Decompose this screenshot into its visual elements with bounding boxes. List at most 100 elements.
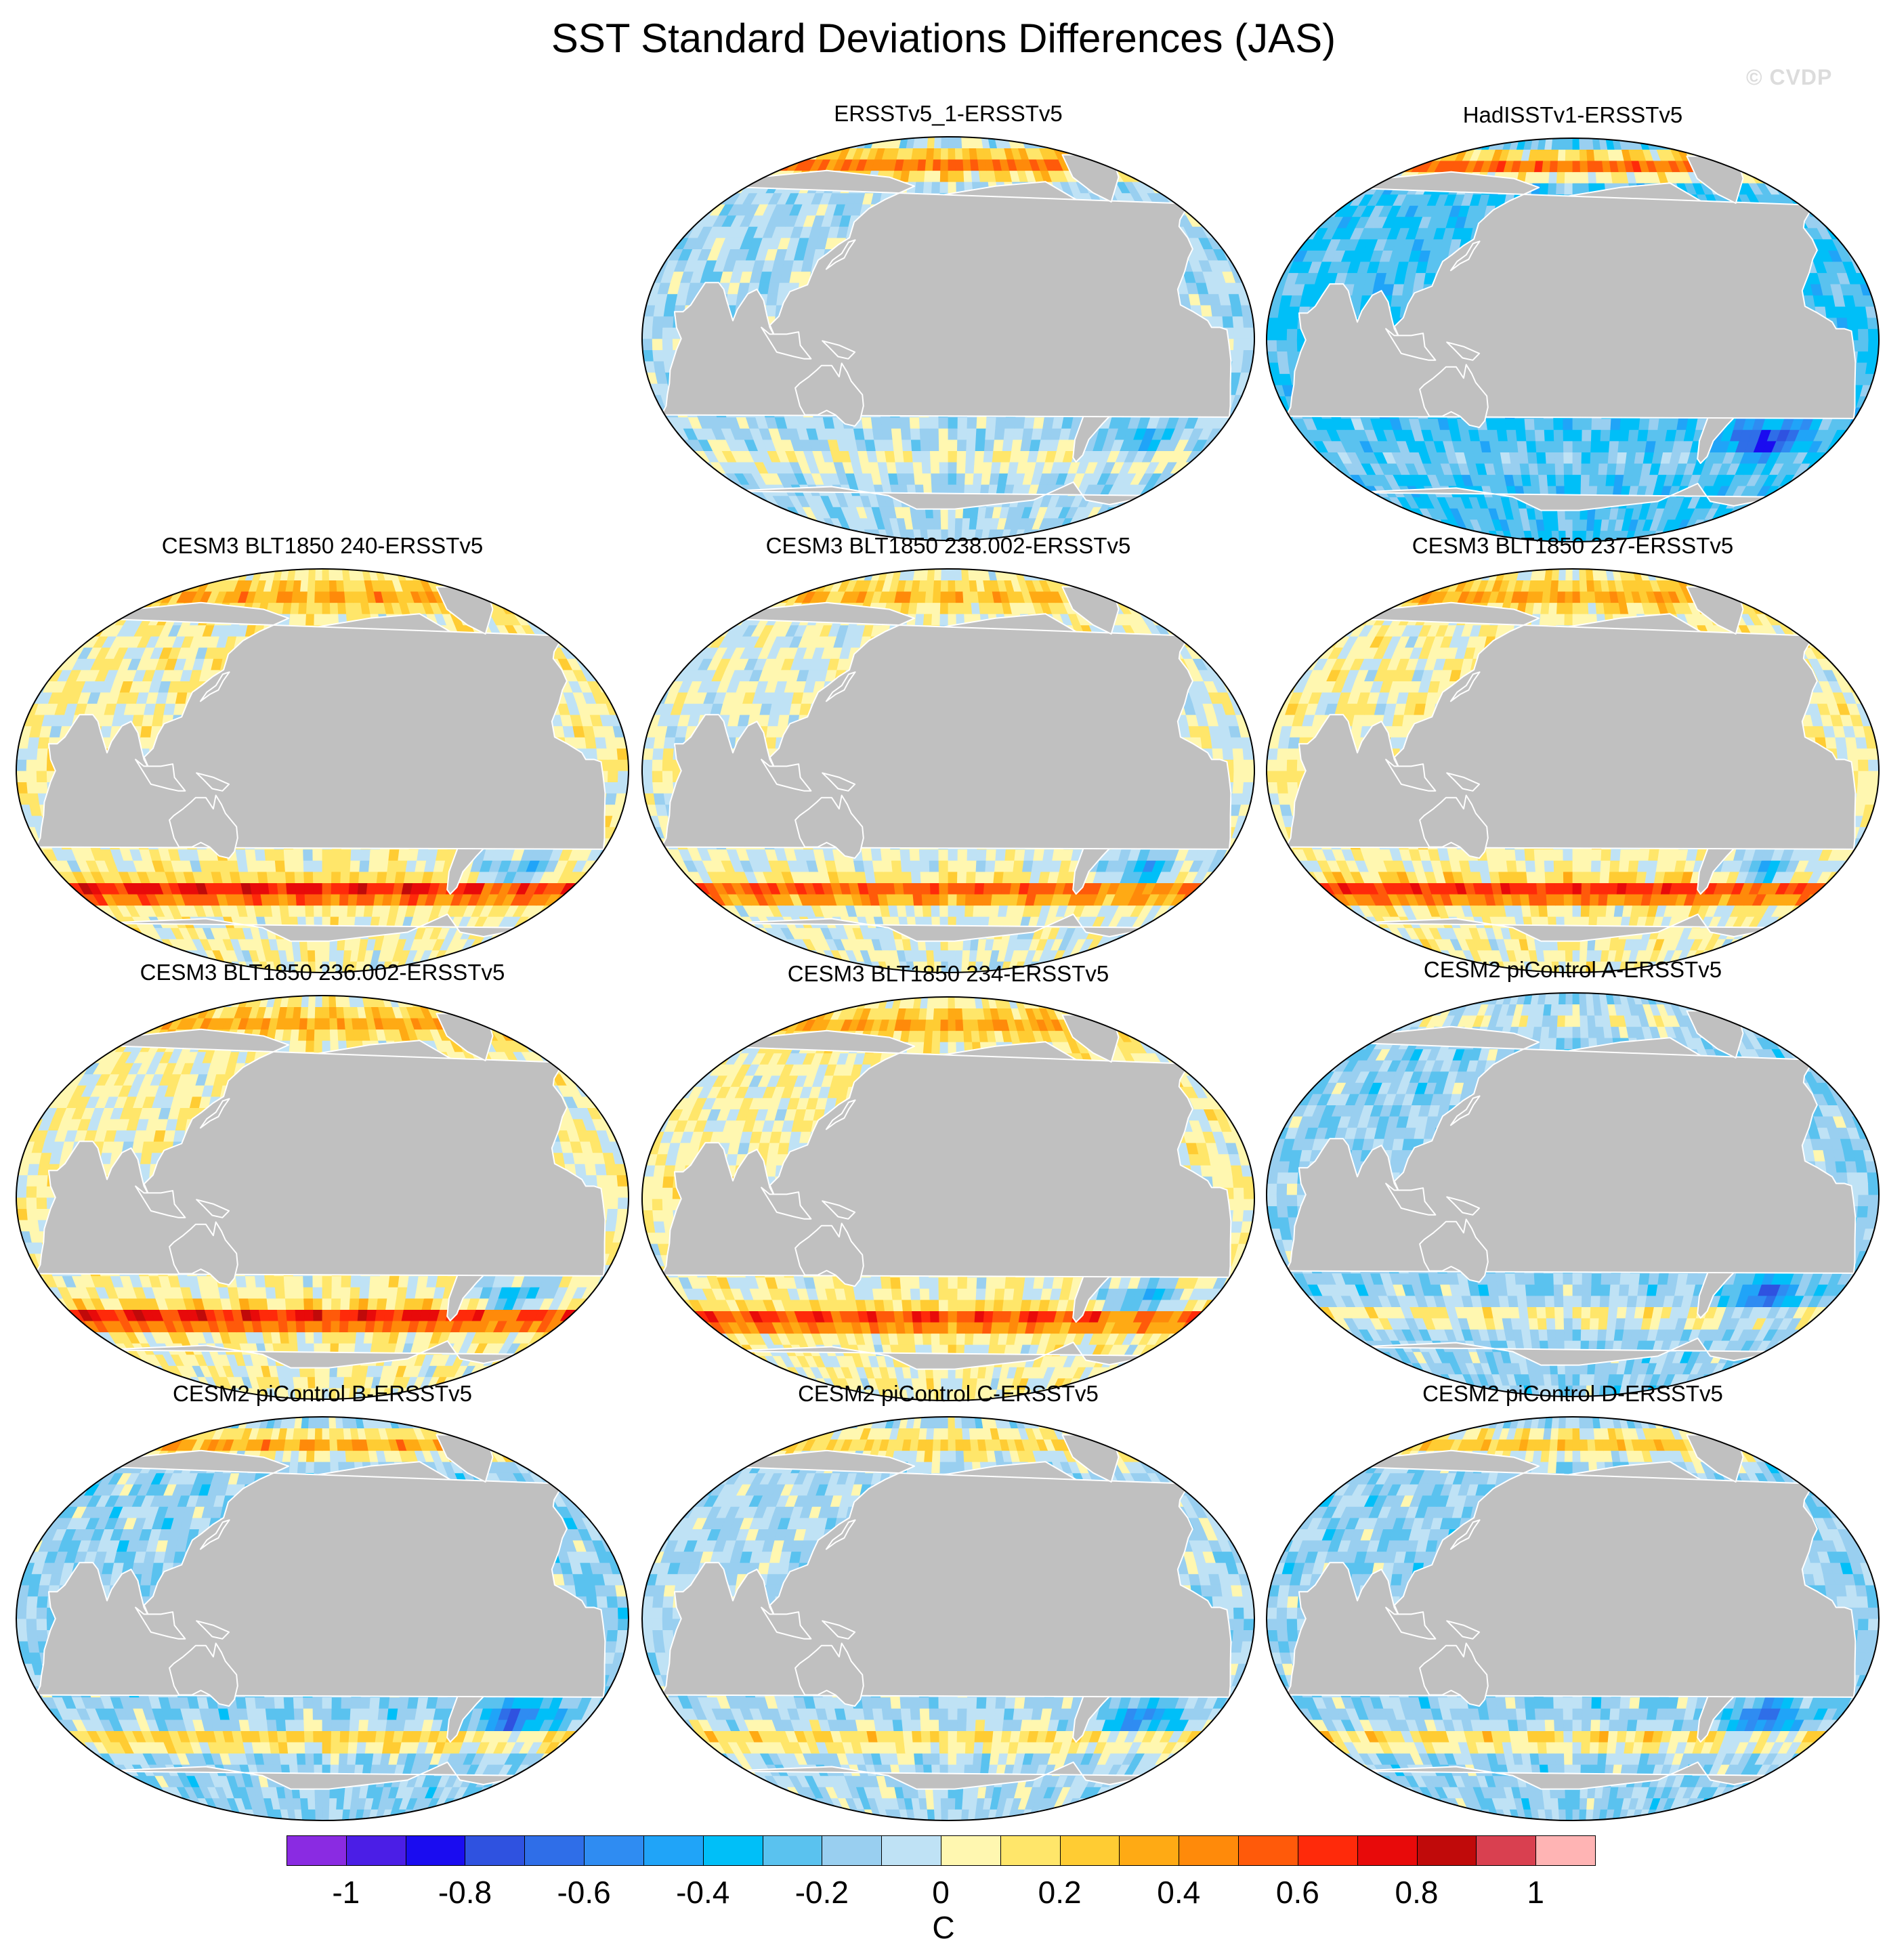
sst-cell [1770, 160, 1789, 173]
sst-cell [1013, 427, 1025, 440]
sst-cell [910, 427, 921, 440]
sst-cell [1756, 507, 1773, 520]
sst-cell [1108, 517, 1125, 530]
sst-cell [939, 181, 949, 194]
sst-cell [1376, 138, 1395, 150]
sst-cell [1835, 305, 1848, 318]
sst-cell [330, 905, 340, 917]
sst-cell [1534, 429, 1546, 442]
sst-cell [715, 484, 734, 496]
sst-cell [715, 181, 734, 194]
sst-cell [266, 871, 278, 884]
sst-cell [929, 450, 940, 463]
sst-cell [1316, 463, 1334, 475]
sst-cell [954, 137, 963, 149]
sst-cell [340, 871, 351, 884]
sst-cell [322, 871, 333, 884]
sst-cell [276, 871, 287, 884]
sst-cell [938, 427, 949, 440]
sst-cell [1153, 506, 1172, 519]
sst-cell [899, 417, 911, 429]
sst-cell [1087, 517, 1103, 530]
sst-cell [356, 893, 367, 906]
sst-cell [880, 417, 892, 429]
sst-cell [653, 304, 666, 317]
sst-cell [962, 517, 971, 530]
sst-cell [1751, 138, 1770, 150]
sst-cell [1143, 148, 1162, 160]
sst-cell [114, 938, 133, 951]
sst-cell [1221, 304, 1233, 317]
sst-cell [1712, 519, 1728, 531]
sst-cell [1388, 160, 1405, 173]
map-panel: CESM3 BLT1850 240-ERSSTv5 [11, 532, 634, 973]
sst-cell [948, 439, 958, 452]
sst-cell [1794, 171, 1813, 184]
sst-cell [933, 148, 942, 160]
sst-cell [1834, 227, 1852, 240]
sst-cell [357, 882, 368, 895]
sst-cell [884, 450, 896, 463]
sst-cell [340, 859, 352, 872]
sst-cell [1288, 305, 1300, 318]
sst-cell [284, 871, 296, 884]
sst-cell [137, 938, 154, 951]
sst-cell [652, 326, 664, 339]
sst-cell [347, 905, 357, 917]
sst-cell [388, 849, 400, 861]
sst-cell [1307, 205, 1326, 217]
sst-cell [322, 893, 332, 906]
sst-cell [1418, 519, 1434, 531]
sst-cell [331, 893, 341, 906]
sst-cell [938, 439, 949, 452]
sst-cell [1348, 171, 1367, 184]
japan-land [825, 239, 856, 270]
sst-cell [1351, 149, 1371, 161]
sst-cell [652, 316, 664, 328]
sst-cell [773, 137, 790, 149]
robinson-map [641, 136, 1255, 541]
sst-cell [312, 849, 323, 861]
sst-cell [1170, 495, 1189, 507]
sst-cell [1556, 171, 1566, 184]
sst-cell [1124, 158, 1141, 171]
sst-cell [1093, 137, 1110, 149]
sst-cell [920, 439, 931, 452]
sst-cell [1243, 326, 1254, 339]
sst-cell [1349, 160, 1368, 173]
sst-cell [926, 517, 935, 530]
sst-cell [1563, 418, 1573, 430]
sst-cell [287, 893, 297, 906]
sst-cell [264, 849, 276, 861]
sst-cell [1113, 137, 1131, 149]
sst-cell [976, 417, 988, 429]
sst-cell [699, 181, 717, 194]
sst-cell [1544, 138, 1554, 150]
sst-cell [1231, 360, 1244, 373]
sst-cell [279, 905, 290, 917]
sst-cell [1080, 137, 1096, 149]
sst-cell [1609, 440, 1619, 453]
sst-cell [1323, 194, 1342, 206]
sst-cell [904, 461, 914, 474]
sst-cell [1380, 507, 1397, 520]
sst-cell [1787, 485, 1806, 498]
sst-cell [1572, 182, 1582, 195]
sst-cell [1857, 328, 1869, 341]
sst-cell [1380, 160, 1397, 173]
sst-cell [662, 338, 674, 351]
sst-cell [1731, 138, 1748, 150]
sst-cell [1108, 148, 1125, 160]
sst-cell [1150, 148, 1170, 160]
sst-cell [1287, 317, 1299, 329]
sst-cell [1369, 138, 1388, 150]
sst-cell [692, 203, 709, 216]
sst-cell [1598, 452, 1609, 464]
sst-cell [676, 450, 694, 463]
sst-cell [1116, 148, 1132, 160]
sst-cell [303, 871, 314, 884]
sst-cell [1747, 149, 1764, 161]
sst-cell [1418, 138, 1435, 150]
sst-cell [861, 417, 873, 429]
sst-cell [872, 427, 884, 440]
